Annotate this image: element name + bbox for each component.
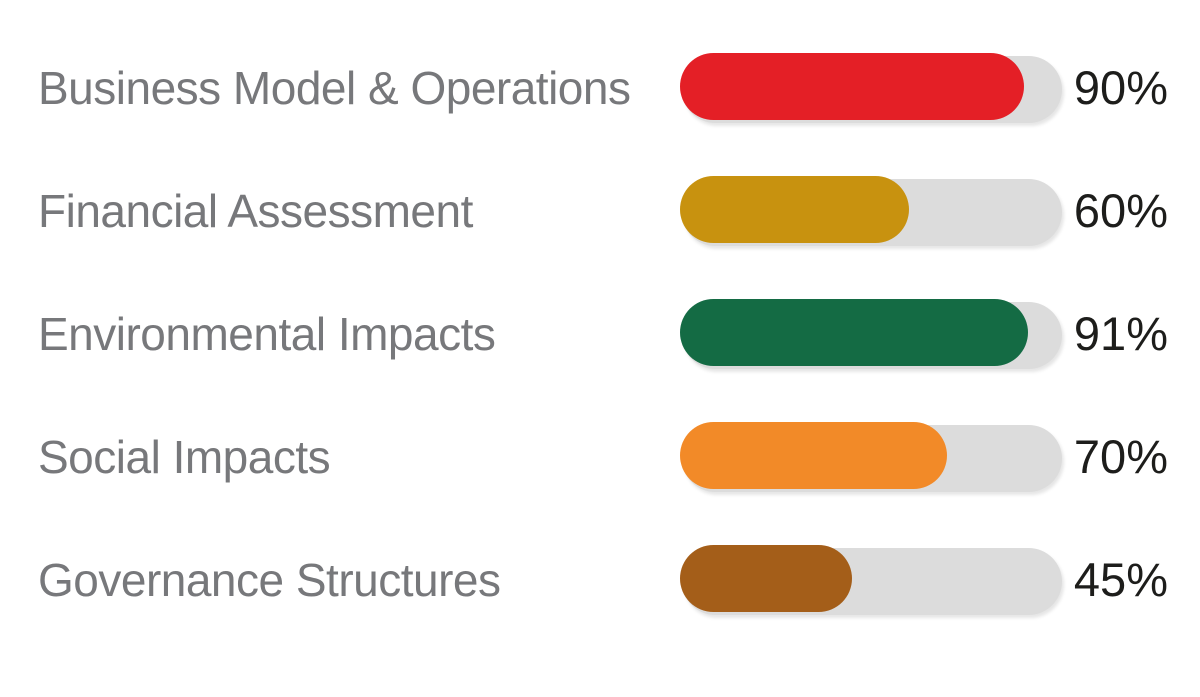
progress-fill [680, 298, 1028, 366]
row-label: Business Model & Operations [38, 61, 631, 114]
row-label: Environmental Impacts [38, 307, 496, 360]
row-label: Social Impacts [38, 430, 331, 483]
row-value: 45% [1073, 553, 1168, 606]
row-value: 70% [1073, 430, 1168, 483]
row-label: Governance Structures [38, 553, 501, 606]
progress-fill [680, 421, 948, 489]
row-value: 60% [1073, 184, 1168, 237]
row-value: 90% [1073, 61, 1168, 114]
chart-row: Social Impacts 70% [0, 395, 1200, 518]
progress-fill [680, 175, 910, 243]
progress-bar [680, 52, 1062, 123]
progress-bar [680, 175, 1062, 246]
chart-row: Environmental Impacts 91% [0, 272, 1200, 395]
chart-row: Financial Assessment 60% [0, 149, 1200, 272]
chart-row: Governance Structures 45% [0, 518, 1200, 641]
row-label: Financial Assessment [38, 184, 473, 237]
progress-bar [680, 298, 1062, 369]
row-value: 91% [1073, 307, 1168, 360]
progress-bar [680, 421, 1062, 492]
chart-row: Business Model & Operations 90% [0, 26, 1200, 149]
progress-bar [680, 544, 1062, 615]
progress-fill [680, 52, 1024, 120]
progress-fill [680, 544, 852, 612]
